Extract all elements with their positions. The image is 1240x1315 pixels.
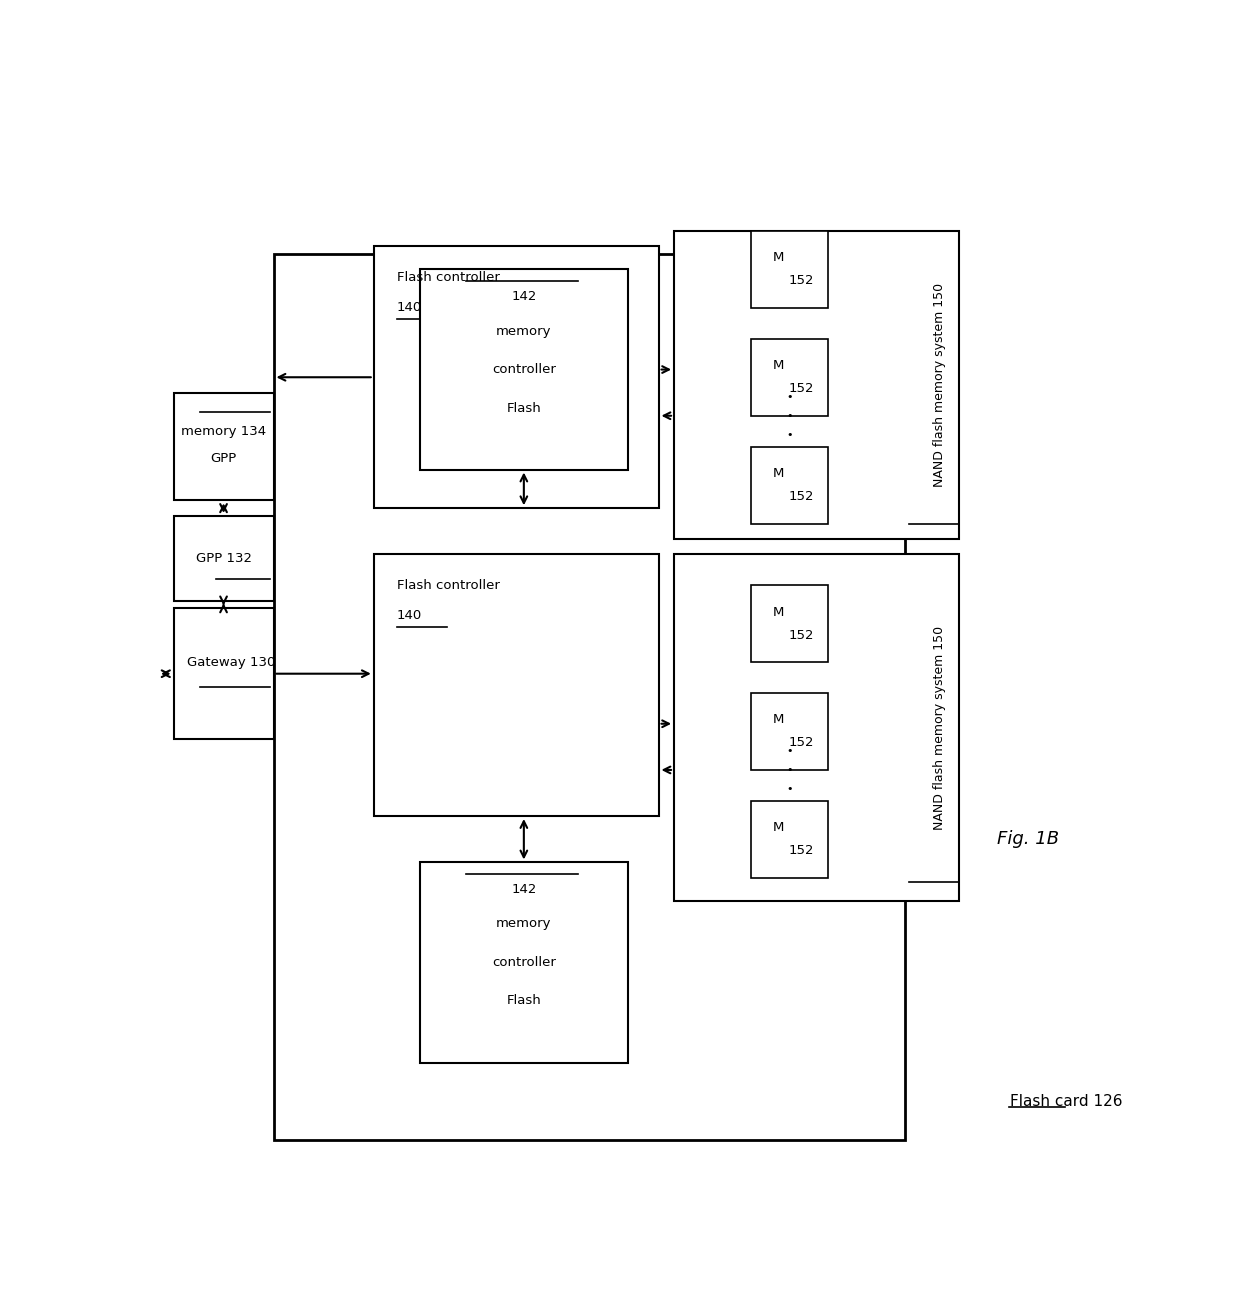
Text: Fig. 1B: Fig. 1B bbox=[997, 830, 1059, 848]
Text: M: M bbox=[773, 359, 784, 372]
Bar bbox=[174, 515, 274, 601]
Text: •: • bbox=[786, 392, 792, 401]
Text: controller: controller bbox=[492, 363, 556, 376]
Bar bbox=[274, 254, 905, 1140]
Text: M: M bbox=[773, 821, 784, 834]
Bar bbox=[751, 693, 828, 771]
Bar bbox=[675, 555, 959, 901]
Bar bbox=[373, 246, 658, 508]
Text: M: M bbox=[773, 714, 784, 726]
Text: Flash: Flash bbox=[506, 401, 541, 414]
Text: GPP: GPP bbox=[211, 451, 237, 464]
Text: •: • bbox=[786, 410, 792, 421]
Text: NAND flash memory system 150: NAND flash memory system 150 bbox=[934, 626, 946, 830]
Bar bbox=[174, 609, 274, 739]
Text: Flash controller: Flash controller bbox=[397, 579, 500, 592]
Text: •: • bbox=[786, 784, 792, 794]
Text: 142: 142 bbox=[511, 882, 537, 896]
Bar bbox=[420, 863, 627, 1063]
Bar bbox=[675, 231, 959, 539]
Bar bbox=[751, 447, 828, 523]
Bar bbox=[174, 393, 274, 501]
Text: 140: 140 bbox=[397, 609, 422, 622]
Text: M: M bbox=[773, 251, 784, 264]
Text: •: • bbox=[786, 746, 792, 756]
Text: 152: 152 bbox=[789, 383, 813, 396]
Text: Flash: Flash bbox=[506, 994, 541, 1007]
Bar bbox=[751, 231, 828, 308]
Text: memory 134: memory 134 bbox=[181, 425, 267, 438]
Text: •: • bbox=[786, 430, 792, 441]
Text: 152: 152 bbox=[789, 736, 813, 750]
Text: Flash card 126: Flash card 126 bbox=[1011, 1094, 1123, 1109]
Text: memory: memory bbox=[496, 325, 552, 338]
Text: 152: 152 bbox=[789, 629, 813, 642]
Text: 152: 152 bbox=[789, 275, 813, 288]
Text: Gateway 130: Gateway 130 bbox=[187, 656, 275, 668]
Bar bbox=[373, 555, 658, 817]
Text: 152: 152 bbox=[789, 490, 813, 504]
Text: GPP 132: GPP 132 bbox=[196, 552, 252, 564]
Text: 140: 140 bbox=[397, 301, 422, 314]
Text: Flash controller: Flash controller bbox=[397, 271, 500, 284]
Text: NAND flash memory system 150: NAND flash memory system 150 bbox=[934, 283, 946, 487]
Text: M: M bbox=[773, 606, 784, 618]
Text: •: • bbox=[786, 765, 792, 775]
Bar bbox=[751, 801, 828, 877]
Text: 152: 152 bbox=[789, 844, 813, 857]
Text: memory: memory bbox=[496, 918, 552, 931]
Bar bbox=[751, 585, 828, 663]
Bar bbox=[420, 270, 627, 469]
Bar bbox=[751, 339, 828, 416]
Text: controller: controller bbox=[492, 956, 556, 969]
Text: M: M bbox=[773, 467, 784, 480]
Text: 142: 142 bbox=[511, 289, 537, 302]
